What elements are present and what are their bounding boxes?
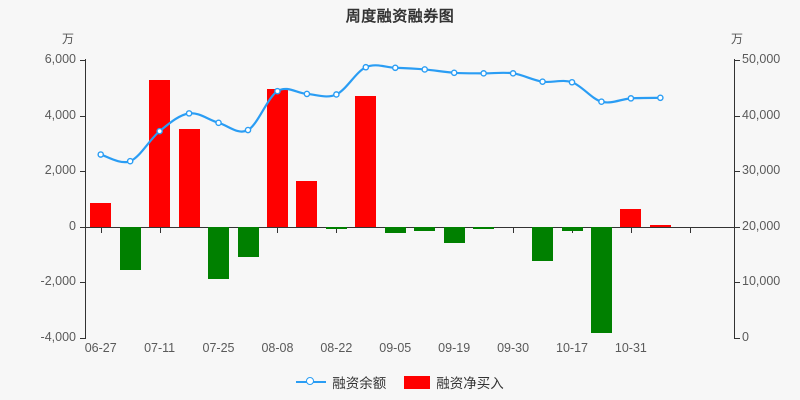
right-tick-label: 0 (742, 330, 749, 344)
right-tick (735, 338, 740, 339)
bar-07-11[interactable] (149, 80, 171, 227)
legend-item-balance[interactable]: 融资余额 (296, 372, 386, 392)
left-tick-label: 2,000 (44, 163, 76, 177)
line-point-marker[interactable] (509, 70, 517, 77)
x-tick (631, 228, 632, 233)
left-tick-label: 6,000 (44, 52, 76, 66)
legend-label-netbuy: 融资净买入 (436, 376, 504, 391)
x-tick (160, 228, 161, 233)
left-tick-label: 4,000 (44, 108, 76, 122)
line-point-marker[interactable] (215, 119, 222, 127)
bar-10-24[interactable] (590, 226, 612, 333)
x-tick-label: 09-30 (497, 341, 530, 355)
x-tick-label: 10-17 (556, 341, 588, 355)
bar-07-04[interactable] (119, 226, 141, 271)
line-point-marker[interactable] (657, 94, 664, 102)
right-axis-line (734, 59, 735, 339)
x-tick-label: 08-08 (261, 341, 294, 355)
left-tick-label: -2,000 (40, 274, 76, 288)
chart-legend: 融资余额 融资净买入 (0, 372, 800, 392)
line-point-marker[interactable] (244, 126, 252, 134)
left-axis-line (85, 59, 86, 339)
left-tick-label: -4,000 (40, 330, 76, 344)
line-point-marker[interactable] (185, 110, 193, 117)
line-point-marker[interactable] (156, 127, 163, 135)
legend-item-netbuy[interactable]: 融资净买入 (404, 372, 504, 392)
x-tick (336, 228, 337, 233)
bar-08-15[interactable] (296, 180, 318, 227)
bar-07-25[interactable] (208, 226, 230, 280)
right-tick-label: 10,000 (742, 274, 781, 288)
chart-title: 周度融资融券图 (345, 8, 455, 25)
right-tick (735, 227, 740, 228)
bar-09-05[interactable] (384, 226, 406, 233)
right-tick-label: 50,000 (742, 52, 781, 66)
x-tick-label: 09-19 (438, 341, 471, 355)
x-tick (101, 228, 102, 233)
left-tick (80, 60, 85, 61)
line-point-marker[interactable] (450, 69, 458, 77)
x-tick (690, 228, 691, 233)
line-marker-icon (296, 376, 327, 388)
line-point-marker[interactable] (97, 151, 105, 158)
bar-09-12[interactable] (414, 226, 436, 232)
line-point-marker[interactable] (598, 98, 605, 106)
right-tick-label: 20,000 (742, 219, 781, 233)
x-tick-label: 06-27 (84, 341, 117, 355)
x-tick-label: 10-31 (614, 341, 647, 355)
line-point-marker[interactable] (391, 64, 399, 72)
left-tick-label: 0 (69, 219, 76, 233)
x-tick-label: 08-22 (320, 341, 353, 355)
right-tick (735, 282, 740, 283)
line-point-marker[interactable] (274, 87, 281, 95)
line-point-marker[interactable] (362, 63, 370, 71)
right-tick-label: 30,000 (742, 163, 781, 177)
right-tick (735, 60, 740, 61)
bar-10-17[interactable] (561, 226, 583, 231)
line-series-layer (97, 63, 664, 165)
bar-08-08[interactable] (266, 88, 288, 227)
bar-10-10[interactable] (532, 226, 554, 262)
bar-08-22[interactable] (325, 226, 347, 229)
line-point-marker[interactable] (303, 90, 311, 98)
right-tick-label: 40,000 (742, 108, 781, 122)
left-tick (80, 227, 85, 228)
x-tick-label: 09-05 (379, 341, 412, 355)
right-axis-unit: 万 (731, 32, 744, 46)
left-tick (80, 338, 85, 339)
left-axis-unit: 万 (62, 32, 75, 46)
bar-11-07[interactable] (649, 224, 671, 227)
bar-marker-icon (404, 375, 431, 389)
legend-label-balance: 融资余额 (332, 376, 387, 391)
right-tick (735, 116, 740, 117)
x-tick-label: 07-11 (144, 341, 176, 355)
bar-09-19[interactable] (443, 226, 465, 243)
left-tick (80, 282, 85, 283)
bar-06-27[interactable] (90, 203, 112, 227)
zero-baseline (86, 227, 734, 228)
bar-09-26[interactable] (473, 226, 495, 229)
right-tick (735, 171, 740, 172)
left-tick (80, 171, 85, 172)
line-point-marker[interactable] (480, 70, 487, 77)
x-tick-label: 07-25 (202, 341, 235, 355)
x-tick (277, 228, 278, 233)
line-point-marker[interactable] (568, 78, 576, 86)
balance-line-path (99, 64, 662, 164)
line-point-marker[interactable] (126, 157, 134, 165)
x-tick (513, 228, 514, 233)
line-point-marker[interactable] (421, 66, 429, 73)
line-point-marker[interactable] (627, 95, 635, 102)
bar-07-18[interactable] (178, 129, 200, 227)
left-tick (80, 116, 85, 117)
bar-08-01[interactable] (237, 226, 259, 258)
line-point-marker[interactable] (333, 91, 340, 98)
bar-08-29[interactable] (355, 95, 377, 227)
line-point-marker[interactable] (539, 78, 546, 85)
bar-10-31[interactable] (620, 208, 642, 227)
